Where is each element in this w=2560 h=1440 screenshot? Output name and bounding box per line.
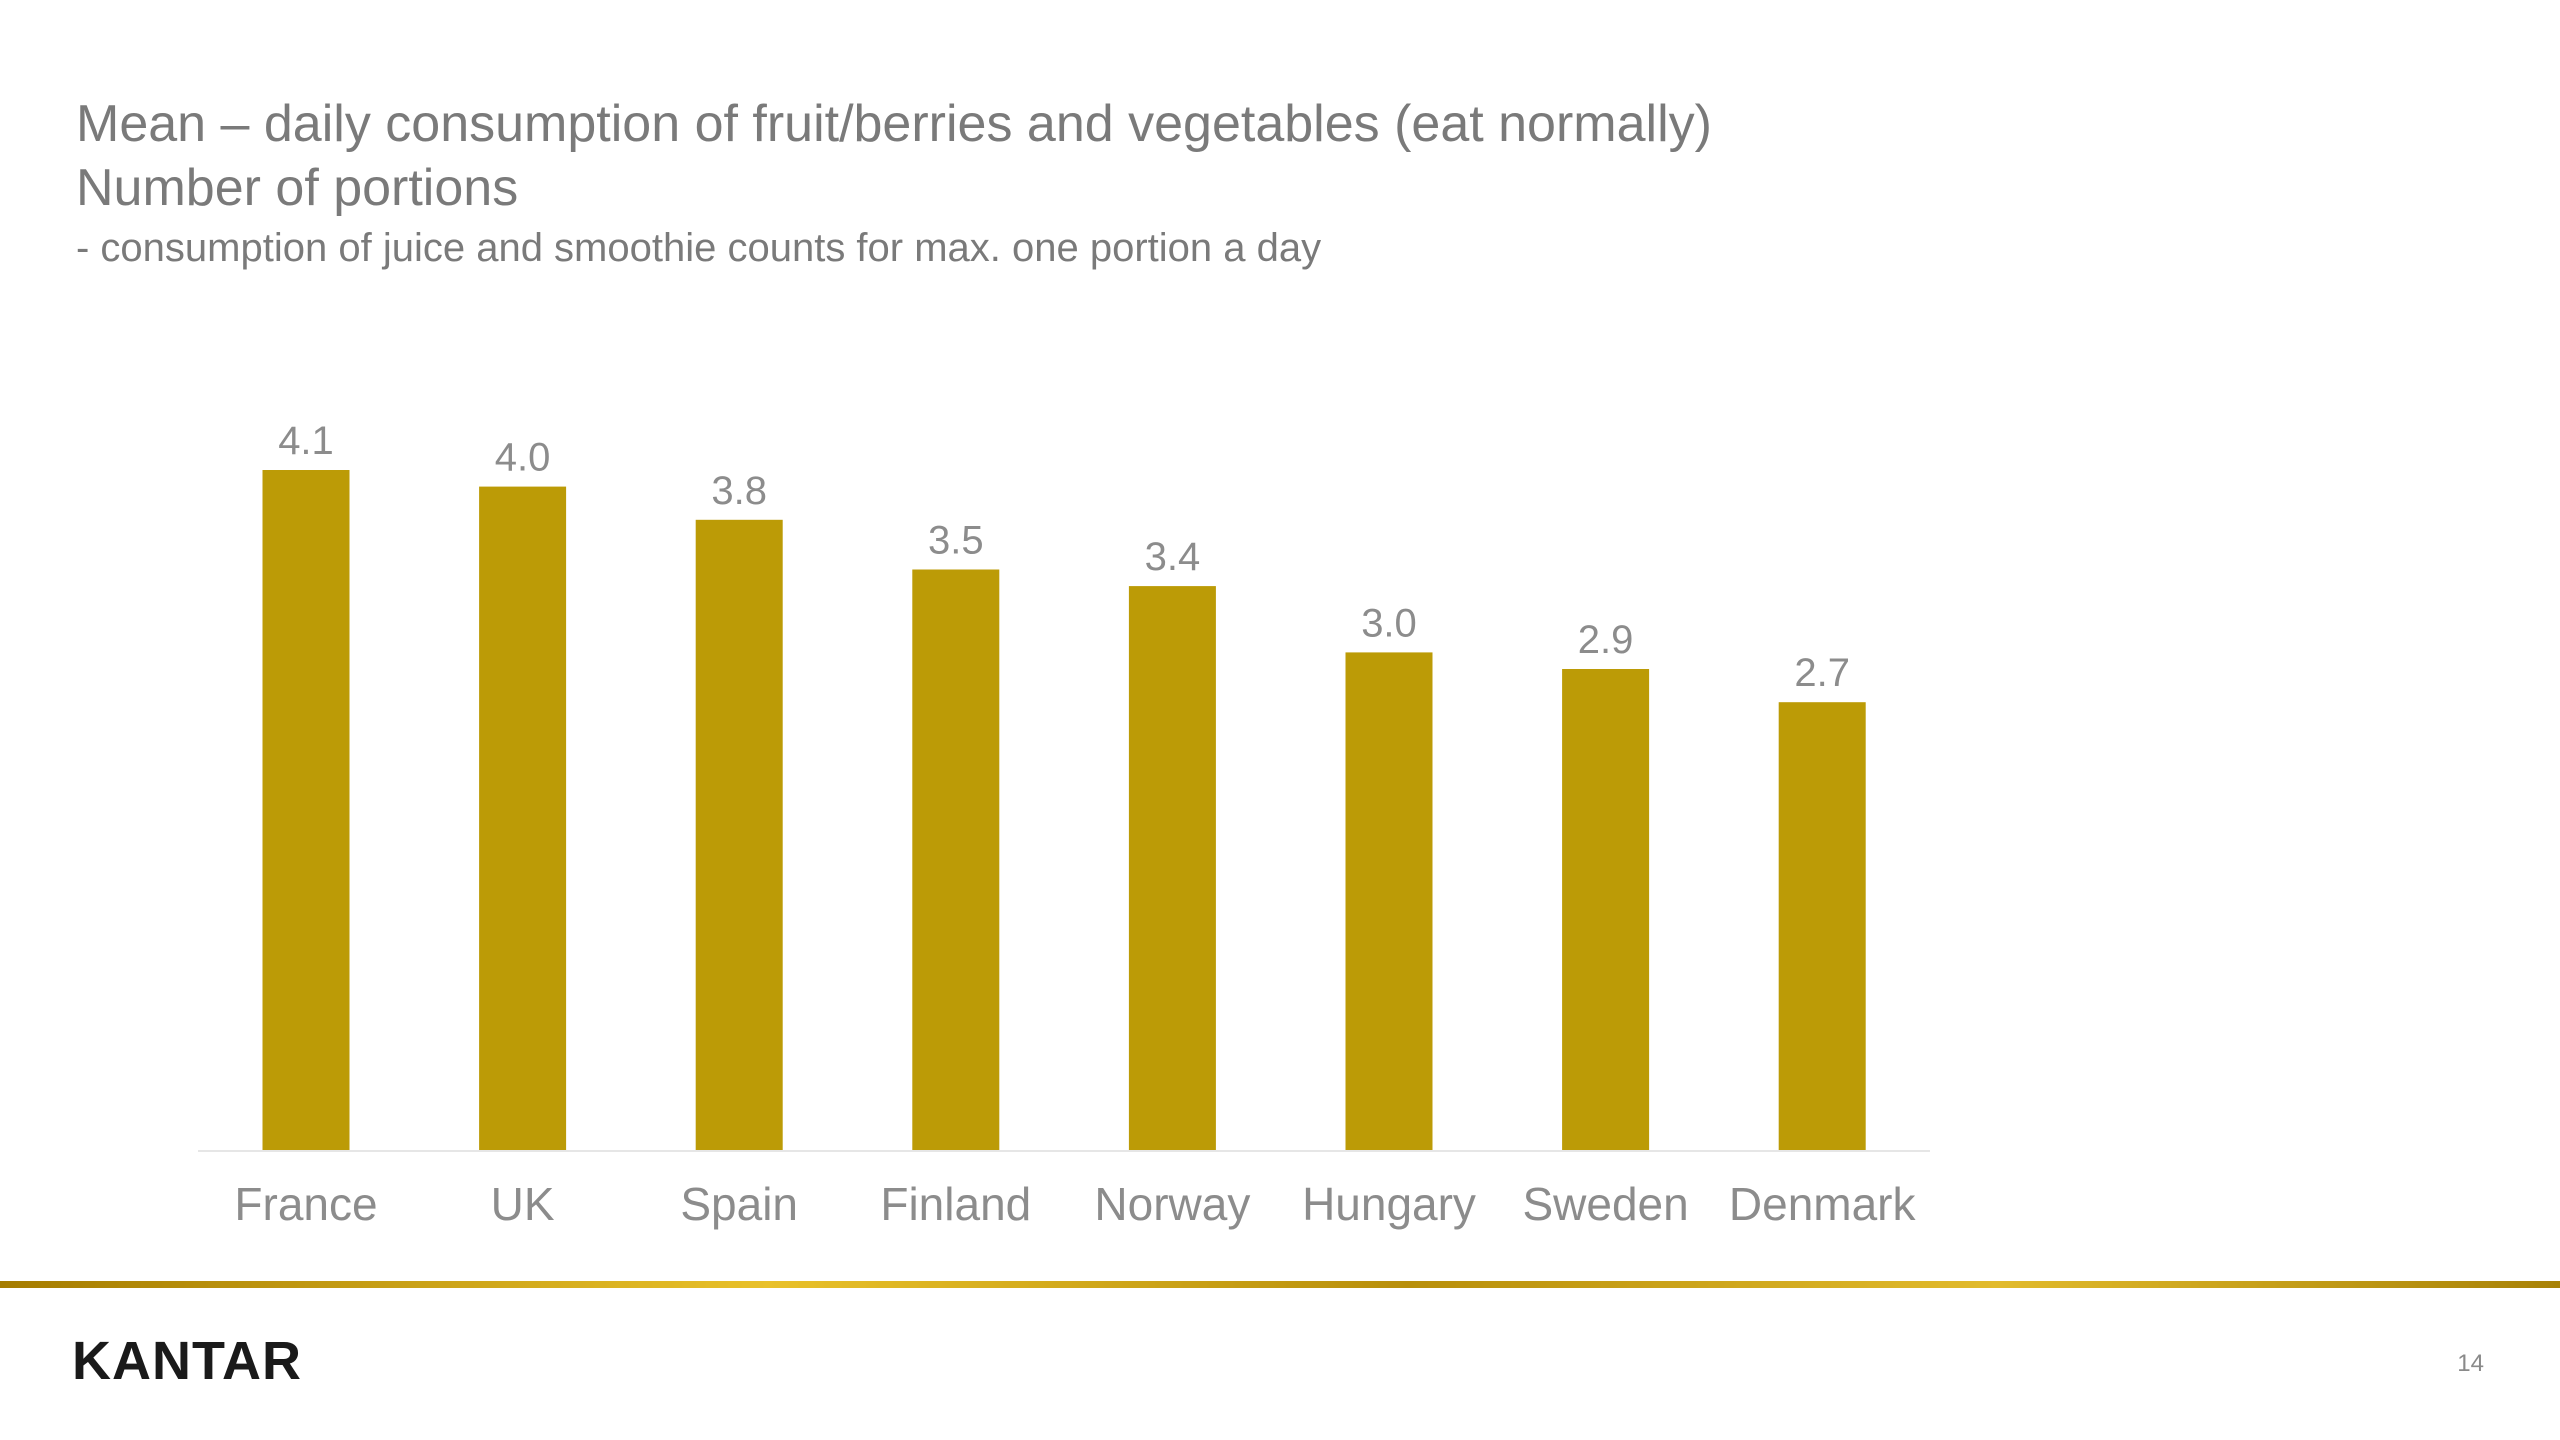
value-label-uk: 4.0 (495, 436, 551, 480)
value-label-sweden: 2.9 (1578, 618, 1634, 662)
value-label-norway: 3.4 (1145, 535, 1201, 579)
category-label-hungary: Hungary (1302, 1178, 1476, 1230)
chart-subtitle: Number of portions (76, 159, 519, 217)
value-label-spain: 3.8 (711, 469, 767, 513)
chart-title: Mean – daily consumption of fruit/berrie… (76, 95, 1712, 153)
bars-group (262, 470, 1866, 1151)
kantar-logo: KANTAR (72, 1331, 302, 1391)
bar-norway (1128, 586, 1216, 1150)
category-label-uk: UK (491, 1178, 555, 1230)
category-label-sweden: Sweden (1522, 1178, 1688, 1230)
chart-note: - consumption of juice and smoothie coun… (76, 226, 1322, 270)
category-label-denmark: Denmark (1729, 1178, 1917, 1230)
footer-divider (0, 1281, 2560, 1288)
category-label-finland: Finland (880, 1178, 1031, 1230)
category-label-norway: Norway (1094, 1178, 1250, 1230)
bar-hungary (1345, 652, 1433, 1150)
page-number: 14 (2457, 1350, 2484, 1377)
bar-spain (695, 519, 783, 1150)
bar-sweden (1562, 669, 1650, 1150)
bar-france (262, 470, 350, 1150)
value-label-hungary: 3.0 (1361, 601, 1417, 645)
value-labels-group: 4.1 4.0 3.8 3.5 3.4 3.0 2.9 2.7 (278, 419, 1850, 695)
value-label-denmark: 2.7 (1794, 651, 1850, 695)
title-block: Mean – daily consumption of fruit/berrie… (76, 92, 1712, 274)
bar-finland (912, 569, 1000, 1150)
value-label-finland: 3.5 (928, 519, 984, 563)
category-label-spain: Spain (680, 1178, 798, 1230)
bar-denmark (1778, 702, 1866, 1150)
value-label-france: 4.1 (278, 419, 334, 463)
bar-uk (479, 486, 567, 1151)
category-labels-group: France UK Spain Finland Norway Hungary Sweden D… (234, 1178, 1916, 1230)
category-label-france: France (234, 1178, 377, 1230)
